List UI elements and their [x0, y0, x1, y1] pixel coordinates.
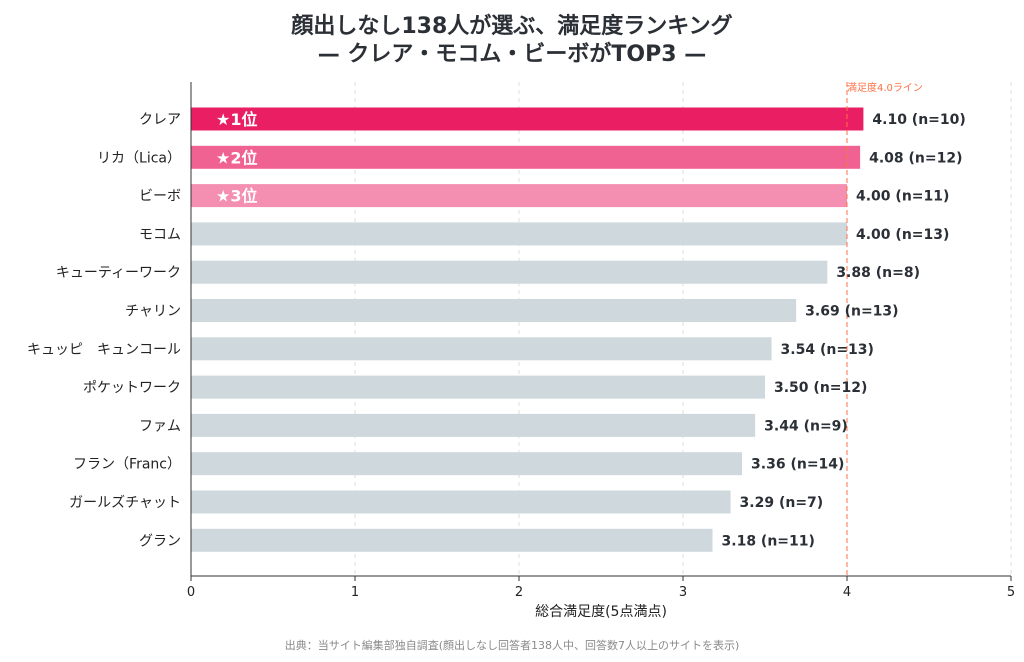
- rank-label: ★1位: [216, 110, 257, 129]
- category-label: リカ（Lica）: [97, 150, 181, 166]
- chart-subtitle: — クレア・モコム・ビーボがTOP3 —: [317, 42, 707, 67]
- value-label: 3.54 (n=13): [781, 342, 874, 358]
- bar: [191, 184, 847, 208]
- bar: [191, 107, 864, 131]
- value-label: 3.18 (n=11): [722, 533, 815, 549]
- rank-label: ★3位: [216, 187, 257, 206]
- category-label: ガールズチャット: [69, 495, 181, 511]
- category-label: キューティーワーク: [56, 265, 181, 281]
- chart-title: 顔出しなし138人が選ぶ、満足度ランキング: [291, 14, 733, 39]
- value-label: 3.36 (n=14): [751, 457, 844, 473]
- bar: [191, 299, 797, 322]
- x-tick-label: 3: [679, 585, 687, 600]
- threshold-label: 満足度4.0ライン: [847, 81, 923, 94]
- bar-layer: [191, 82, 864, 576]
- rank-label: ★2位: [216, 148, 257, 167]
- value-label: 3.44 (n=9): [764, 418, 848, 434]
- axis-layer: [190, 82, 1012, 581]
- bar: [191, 375, 765, 399]
- x-tick-label: 1: [351, 585, 359, 600]
- value-label: 3.69 (n=13): [805, 304, 898, 320]
- category-label: ポケットワーク: [83, 380, 181, 396]
- x-tick-label: 0: [187, 585, 195, 600]
- category-label: クレア: [139, 112, 181, 128]
- bar: [191, 145, 861, 169]
- category-label: グラン: [139, 533, 181, 549]
- category-label: キュッピ キュンコール: [27, 342, 181, 358]
- x-tick-label: 2: [515, 585, 523, 600]
- category-label: ファム: [139, 418, 181, 434]
- category-label: チャリン: [125, 304, 181, 320]
- bar: [191, 337, 772, 361]
- bar: [191, 452, 743, 476]
- x-tick-label: 4: [843, 585, 851, 600]
- category-label: モコム: [139, 227, 181, 243]
- category-label: ビーボ: [139, 189, 181, 205]
- value-label: 3.29 (n=7): [740, 495, 824, 511]
- value-label: 4.00 (n=13): [856, 227, 949, 243]
- bar: [191, 260, 828, 284]
- category-label: フラン（Franc）: [73, 457, 181, 473]
- x-tick-label: 5: [1007, 585, 1015, 600]
- x-axis-label: 総合満足度(5点満点): [535, 604, 667, 620]
- value-label: 4.00 (n=11): [856, 189, 949, 205]
- value-label: 3.88 (n=8): [836, 265, 920, 281]
- bar: [191, 528, 713, 552]
- bar: [191, 222, 847, 246]
- value-label: 4.08 (n=12): [869, 150, 962, 166]
- source-note: 出典：当サイト編集部独自調査(顔出しなし回答者138人中、回答数7人以上のサイト…: [284, 639, 740, 652]
- value-label: 3.50 (n=12): [774, 380, 867, 396]
- bar: [191, 490, 731, 514]
- value-label: 4.10 (n=10): [872, 112, 965, 128]
- bar: [191, 413, 756, 437]
